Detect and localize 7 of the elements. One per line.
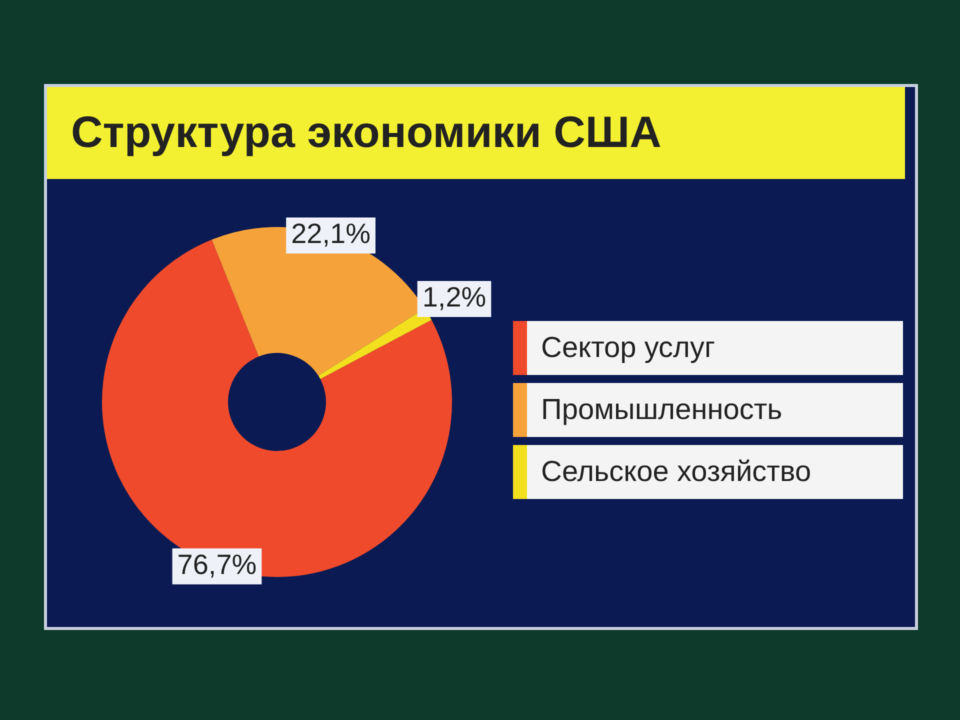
data-label: 1,2% — [422, 282, 486, 313]
data-label: 76,7% — [177, 549, 257, 580]
chart-title: Структура экономики США — [47, 87, 905, 179]
legend-label: Сельское хозяйство — [541, 456, 812, 488]
legend-label: Промышленность — [541, 394, 782, 426]
data-label: 22,1% — [291, 218, 370, 250]
legend-label: Сектор услуг — [541, 332, 716, 364]
